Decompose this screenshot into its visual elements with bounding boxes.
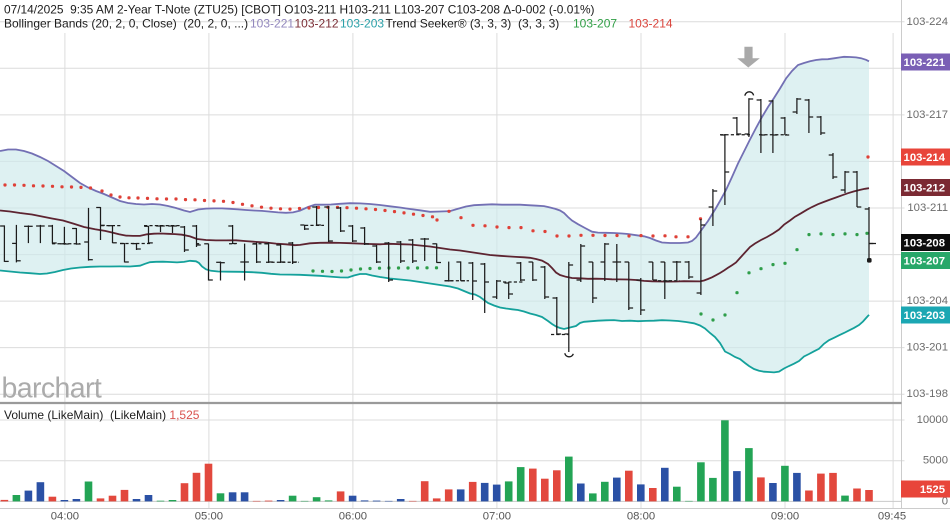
svg-text:10000: 10000 (917, 414, 948, 426)
svg-text:103-212: 103-212 (295, 17, 339, 31)
svg-text:103-211: 103-211 (907, 202, 948, 214)
svg-text:06:00: 06:00 (339, 511, 367, 523)
svg-text:103-221: 103-221 (250, 17, 294, 31)
svg-text:08:00: 08:00 (627, 511, 655, 523)
svg-text:103-207: 103-207 (573, 17, 617, 31)
svg-text:103-224: 103-224 (907, 16, 948, 28)
svg-text:Bollinger Bands (20, 2, 0, Clo: Bollinger Bands (20, 2, 0, Close) (20, 2… (4, 17, 248, 31)
svg-text:103-204: 103-204 (907, 295, 948, 307)
svg-text:103-214: 103-214 (904, 152, 946, 164)
svg-text:103-203: 103-203 (904, 310, 945, 322)
svg-text:09:45: 09:45 (878, 511, 906, 523)
svg-text:103-214: 103-214 (629, 17, 673, 31)
svg-text:103-212: 103-212 (904, 183, 945, 195)
svg-text:Trend Seeker® (3, 3, 3) (3, 3: Trend Seeker® (3, 3, 3) (3, 3, 3) (386, 17, 560, 31)
svg-text:07/14/2025 9:35 AM 2-Year T-N: 07/14/2025 9:35 AM 2-Year T-Note (ZTU25)… (4, 3, 595, 17)
svg-text:5000: 5000 (923, 455, 948, 467)
svg-text:04:00: 04:00 (51, 511, 79, 523)
svg-text:103-217: 103-217 (907, 109, 948, 121)
svg-text:07:00: 07:00 (483, 511, 511, 523)
svg-text:103-207: 103-207 (904, 256, 945, 268)
svg-text:barchart: barchart (2, 373, 102, 405)
svg-text:103-201: 103-201 (907, 342, 948, 354)
svg-text:103-198: 103-198 (907, 388, 948, 400)
svg-text:Volume (LikeMain) (LikeMain): Volume (LikeMain) (LikeMain) 1,525 (4, 408, 200, 422)
svg-text:0: 0 (942, 495, 948, 507)
svg-text:103-221: 103-221 (904, 57, 945, 69)
svg-text:05:00: 05:00 (195, 511, 223, 523)
svg-text:09:00: 09:00 (771, 511, 799, 523)
svg-text:1525: 1525 (920, 484, 945, 496)
svg-text:103-203: 103-203 (340, 17, 384, 31)
svg-text:103-208: 103-208 (904, 238, 945, 250)
